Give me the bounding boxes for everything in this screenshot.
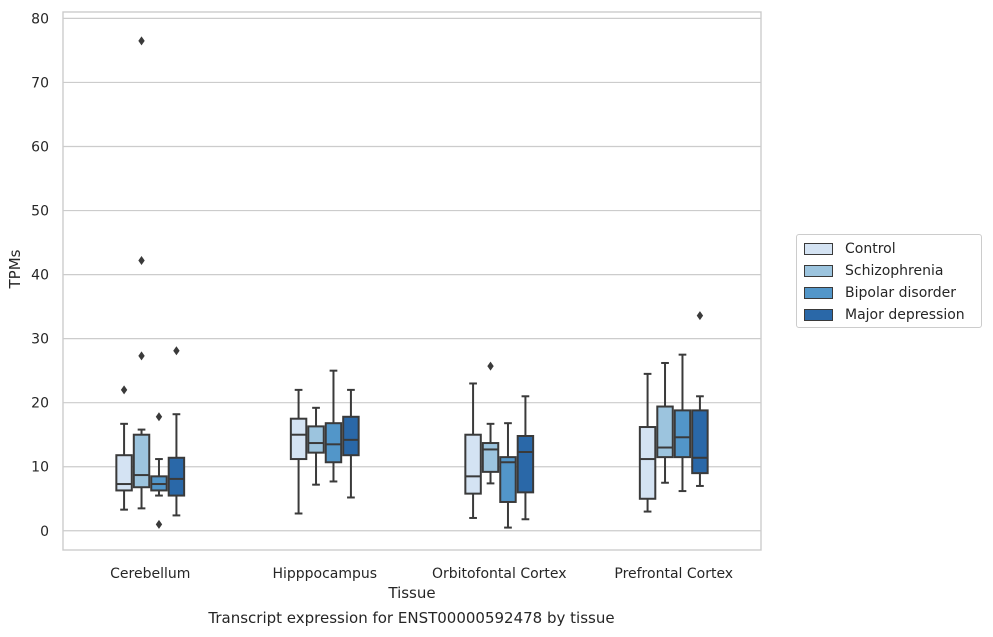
legend-swatch-major-depression: [804, 309, 833, 321]
box-hipppocampus-control: [289, 417, 308, 461]
legend-label-bipolar-disorder: Bipolar disorder: [845, 285, 957, 301]
y-tick-labels: 0 10 20 30 40 50 60 70 80: [31, 11, 49, 539]
boxes: [115, 36, 709, 529]
x-tick-label-cerebellum: Cerebellum: [110, 566, 190, 582]
outlier-prefrontal-cortex-major-depression-0: [696, 311, 704, 321]
chart-caption: Transcript expression for ENST0000059247…: [208, 609, 615, 627]
y-tick-label-50: 50: [31, 204, 49, 220]
legend-item-major-depression: Major depression: [804, 305, 965, 325]
box-hipppocampus-bipolar-disorder: [324, 422, 343, 464]
outlier-cerebellum-bipolar-disorder-0: [155, 412, 163, 422]
legend: Control Schizophrenia Bipolar disorder M…: [796, 234, 982, 328]
box-prefrontal-cortex-bipolar-disorder: [673, 409, 692, 459]
x-axis-label: Tissue: [387, 584, 435, 602]
x-tick-label-prefrontal-cortex: Prefrontal Cortex: [614, 566, 733, 582]
x-tick-label-hipppocampus: Hipppocampus: [272, 566, 377, 582]
y-tick-label-40: 40: [31, 268, 49, 284]
outlier-cerebellum-bipolar-disorder-1: [155, 519, 163, 529]
plot-frame: [62, 11, 762, 551]
legend-swatch-control: [804, 243, 833, 255]
y-axis-label: TPMs: [6, 249, 24, 289]
legend-swatch-schizophrenia: [804, 265, 833, 277]
box-prefrontal-cortex-control: [638, 426, 657, 500]
outlier-cerebellum-schizophrenia-0: [138, 36, 145, 46]
legend-swatch-bipolar-disorder: [804, 287, 833, 299]
box-cerebellum-schizophrenia: [132, 433, 151, 489]
y-tick-label-20: 20: [31, 396, 49, 412]
box-cerebellum-major-depression: [167, 456, 186, 497]
legend-label-control: Control: [845, 241, 896, 257]
box-orbitofontal-cortex-bipolar-disorder: [499, 456, 517, 503]
legend-label-major-depression: Major depression: [845, 307, 965, 323]
legend-item-bipolar-disorder: Bipolar disorder: [804, 283, 956, 303]
outlier-orbitofontal-cortex-schizophrenia-0: [487, 361, 494, 371]
outlier-cerebellum-major-depression-0: [173, 346, 180, 356]
legend-label-schizophrenia: Schizophrenia: [845, 263, 944, 279]
x-tick-label-orbitofontal-cortex: Orbitofontal Cortex: [432, 566, 567, 582]
box-hipppocampus-schizophrenia: [307, 425, 325, 454]
outlier-cerebellum-schizophrenia-1: [138, 256, 145, 266]
outlier-cerebellum-control-0: [120, 385, 128, 395]
y-tick-label-30: 30: [31, 332, 49, 348]
box-hipppocampus-major-depression: [342, 415, 360, 457]
box-orbitofontal-cortex-major-depression: [516, 434, 535, 494]
box-prefrontal-cortex-major-depression: [691, 409, 709, 475]
y-tick-label-70: 70: [31, 75, 49, 91]
y-tick-label-0: 0: [40, 524, 49, 540]
box-prefrontal-cortex-schizophrenia: [656, 405, 674, 459]
box-cerebellum-control: [115, 454, 133, 492]
y-tick-label-80: 80: [31, 11, 49, 27]
legend-item-control: Control: [804, 239, 896, 259]
box-orbitofontal-cortex-schizophrenia: [481, 442, 500, 473]
y-tick-label-60: 60: [31, 140, 49, 156]
y-tick-label-10: 10: [31, 460, 49, 476]
legend-item-schizophrenia: Schizophrenia: [804, 261, 943, 281]
x-tick-labels: Cerebellum Hipppocampus Orbitofontal Corte…: [110, 566, 733, 582]
box-orbitofontal-cortex-control: [464, 433, 482, 495]
outlier-cerebellum-schizophrenia-2: [138, 351, 145, 361]
